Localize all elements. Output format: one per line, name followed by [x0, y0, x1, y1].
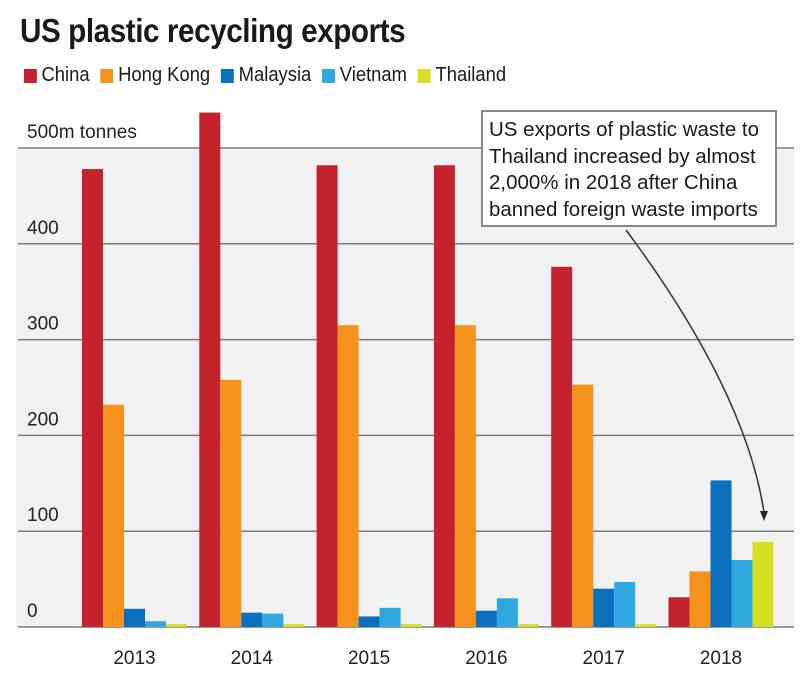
x-tick-label: 2015 — [348, 648, 390, 669]
x-tick-label: 2013 — [113, 648, 155, 669]
y-tick-label: 200 — [27, 409, 59, 430]
x-tick-label: 2017 — [583, 648, 625, 669]
bar-china-2018 — [668, 597, 690, 627]
bar-thailand-2014 — [283, 624, 305, 627]
legend-swatch — [100, 68, 114, 83]
bar-thailand-2018 — [752, 541, 774, 627]
legend: China Hong Kong Malaysia Vietnam Thailand — [24, 64, 506, 87]
legend-swatch — [322, 68, 336, 83]
legend-swatch — [24, 68, 37, 83]
bar-china-2013 — [82, 169, 103, 628]
legend-item-malaysia: Malaysia — [221, 64, 311, 87]
bar-china-2017 — [551, 266, 573, 627]
annotation-line: 2,000% in 2018 after China — [489, 171, 738, 194]
bar-china-2014 — [199, 112, 221, 627]
legend-swatch — [418, 68, 431, 83]
annotation-box: US exports of plastic waste to Thailand … — [481, 110, 777, 227]
bar-hong-kong-2017 — [572, 384, 594, 627]
chart-title: US plastic recycling exports — [20, 12, 406, 49]
annotation-arrow — [625, 229, 765, 513]
legend-label: Vietnam — [339, 64, 407, 86]
y-tick-labels: 0 100 200 300 400 500m tonnes — [27, 122, 137, 622]
bar-thailand-2017 — [635, 624, 657, 627]
legend-item-thailand: Thailand — [418, 64, 506, 87]
bar-malaysia-2015 — [358, 616, 380, 627]
bar-china-2015 — [316, 165, 338, 627]
y-tick-label: 100 — [27, 505, 59, 526]
bar-malaysia-2017 — [593, 588, 615, 627]
legend-label: Thailand — [435, 64, 507, 86]
x-tick-label: 2014 — [231, 648, 274, 669]
bar-vietnam-2016 — [496, 598, 518, 627]
arrow-head-icon — [760, 511, 768, 521]
y-tick-label: 400 — [27, 218, 59, 239]
y-tick-label: 300 — [27, 314, 59, 335]
legend-item-hong-kong: Hong Kong — [100, 64, 211, 87]
bars — [82, 112, 774, 628]
y-tick-label: 500m tonnes — [27, 122, 137, 143]
bar-vietnam-2013 — [145, 621, 166, 627]
legend-item-vietnam: Vietnam — [322, 64, 407, 87]
legend-label: China — [41, 64, 90, 86]
bar-vietnam-2017 — [614, 581, 636, 627]
bar-hong-kong-2014 — [220, 379, 242, 627]
plot-background — [16, 148, 794, 627]
bar-vietnam-2014 — [262, 613, 284, 627]
x-tick-label: 2016 — [465, 648, 507, 669]
bar-hong-kong-2015 — [337, 325, 359, 627]
annotation-line: banned foreign waste imports — [489, 197, 758, 221]
legend-label: Malaysia — [238, 64, 312, 86]
bar-hong-kong-2016 — [454, 325, 476, 627]
bar-hong-kong-2013 — [103, 404, 124, 627]
bar-malaysia-2018 — [710, 480, 732, 627]
legend-swatch — [221, 68, 235, 83]
bar-malaysia-2014 — [241, 612, 263, 627]
bar-malaysia-2013 — [124, 608, 145, 627]
bar-malaysia-2016 — [475, 610, 497, 627]
bar-thailand-2013 — [166, 624, 187, 627]
x-tick-labels: 2013 2014 2015 2016 2017 2018 — [113, 648, 742, 669]
bar-hong-kong-2018 — [689, 571, 711, 627]
bar-thailand-2015 — [400, 624, 422, 627]
annotation-line: Thailand increased by almost — [489, 144, 756, 168]
y-tick-label: 0 — [27, 601, 38, 622]
bar-vietnam-2018 — [731, 559, 753, 627]
bar-china-2016 — [433, 165, 455, 627]
annotation-line: US exports of plastic waste to — [489, 118, 760, 141]
bar-thailand-2016 — [517, 624, 539, 627]
legend-item-china: China — [24, 64, 90, 87]
bar-vietnam-2015 — [379, 607, 401, 627]
x-tick-label: 2018 — [700, 648, 742, 669]
legend-label: Hong Kong — [118, 64, 211, 86]
